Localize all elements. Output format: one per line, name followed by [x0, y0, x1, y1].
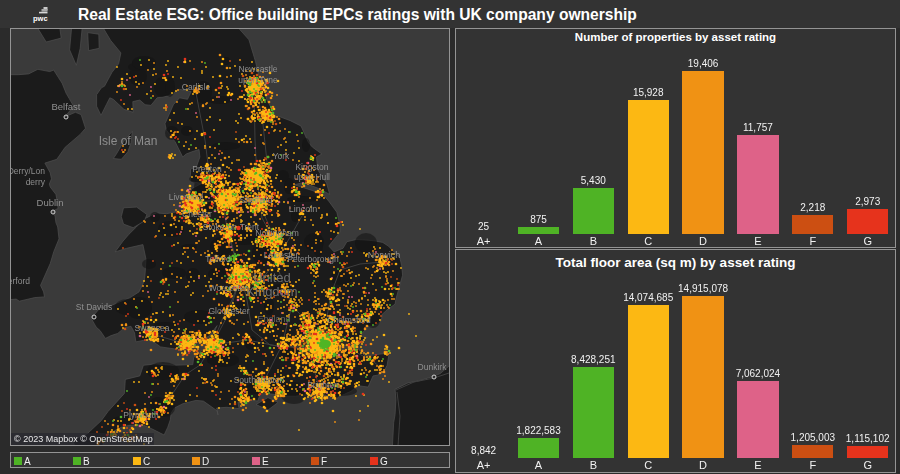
svg-text:© 2023 Mapbox © OpenStreetMap: © 2023 Mapbox © OpenStreetMap	[14, 434, 153, 444]
svg-text:upon Hull: upon Hull	[294, 172, 330, 182]
svg-text:Gloucester: Gloucester	[208, 306, 249, 316]
svg-text:Preston: Preston	[192, 164, 222, 174]
svg-text:Telford: Telford	[205, 254, 231, 264]
svg-text:Chester: Chester	[182, 209, 212, 219]
svg-text:Norwich: Norwich	[368, 250, 401, 260]
svg-text:Dublin: Dublin	[37, 197, 64, 208]
svg-text:Kingston: Kingston	[295, 162, 328, 172]
svg-text:Chelmsford: Chelmsford	[327, 315, 371, 325]
svg-text:Newcastle: Newcastle	[238, 64, 277, 74]
svg-text:Liverpool: Liverpool	[169, 192, 204, 202]
svg-text:United: United	[253, 270, 291, 285]
svg-text:Southampton: Southampton	[234, 375, 285, 385]
svg-text:Waterford: Waterford	[11, 276, 30, 286]
svg-text:Stoke-on-Trent: Stoke-on-Trent	[203, 222, 260, 232]
svg-text:England: England	[257, 314, 290, 324]
svg-text:York: York	[273, 151, 290, 161]
svg-text:Isle of Man: Isle of Man	[99, 134, 158, 148]
svg-text:Lincoln: Lincoln	[289, 204, 318, 214]
svg-text:upon Tyne: upon Tyne	[238, 75, 278, 85]
svg-text:Brighton: Brighton	[307, 380, 339, 390]
svg-text:Worcester: Worcester	[209, 283, 248, 293]
svg-text:Nottingham: Nottingham	[255, 228, 298, 238]
svg-text:derry: derry	[26, 177, 46, 187]
svg-text:Kingdom: Kingdom	[246, 284, 297, 299]
svg-text:Plymouth: Plymouth	[123, 410, 159, 420]
svg-text:Dunkirk: Dunkirk	[418, 362, 448, 372]
svg-text:Derry/Lon: Derry/Lon	[11, 166, 45, 176]
svg-text:Peterborough: Peterborough	[287, 254, 339, 264]
svg-text:Sheffield: Sheffield	[240, 195, 273, 205]
svg-text:Carlisle: Carlisle	[182, 82, 211, 92]
svg-text:Belfast: Belfast	[51, 101, 80, 112]
svg-text:St Davids: St Davids	[76, 302, 112, 312]
svg-text:Swansea: Swansea	[135, 323, 170, 333]
